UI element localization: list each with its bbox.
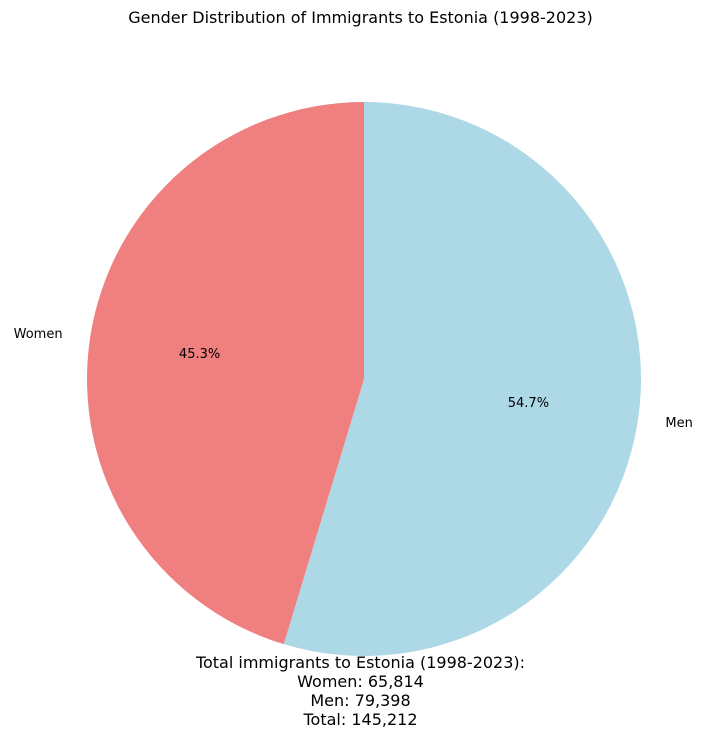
pct-label-women: 45.3%	[179, 347, 220, 362]
summary-total: Total: 145,212	[303, 710, 418, 729]
summary-men: Men: 79,398	[310, 691, 411, 710]
chart-title: Gender Distribution of Immigrants to Est…	[128, 8, 593, 27]
slice-label-men: Men	[665, 416, 692, 431]
pct-label-men: 54.7%	[508, 396, 549, 411]
slice-label-women: Women	[14, 327, 63, 342]
summary-text: Total immigrants to Estonia (1998-2023):…	[0, 653, 721, 729]
summary-women: Women: 65,814	[297, 672, 424, 691]
pie-slice-women	[86, 102, 364, 645]
pie-slice-men	[283, 102, 641, 656]
summary-heading: Total immigrants to Estonia (1998-2023):	[195, 653, 526, 672]
